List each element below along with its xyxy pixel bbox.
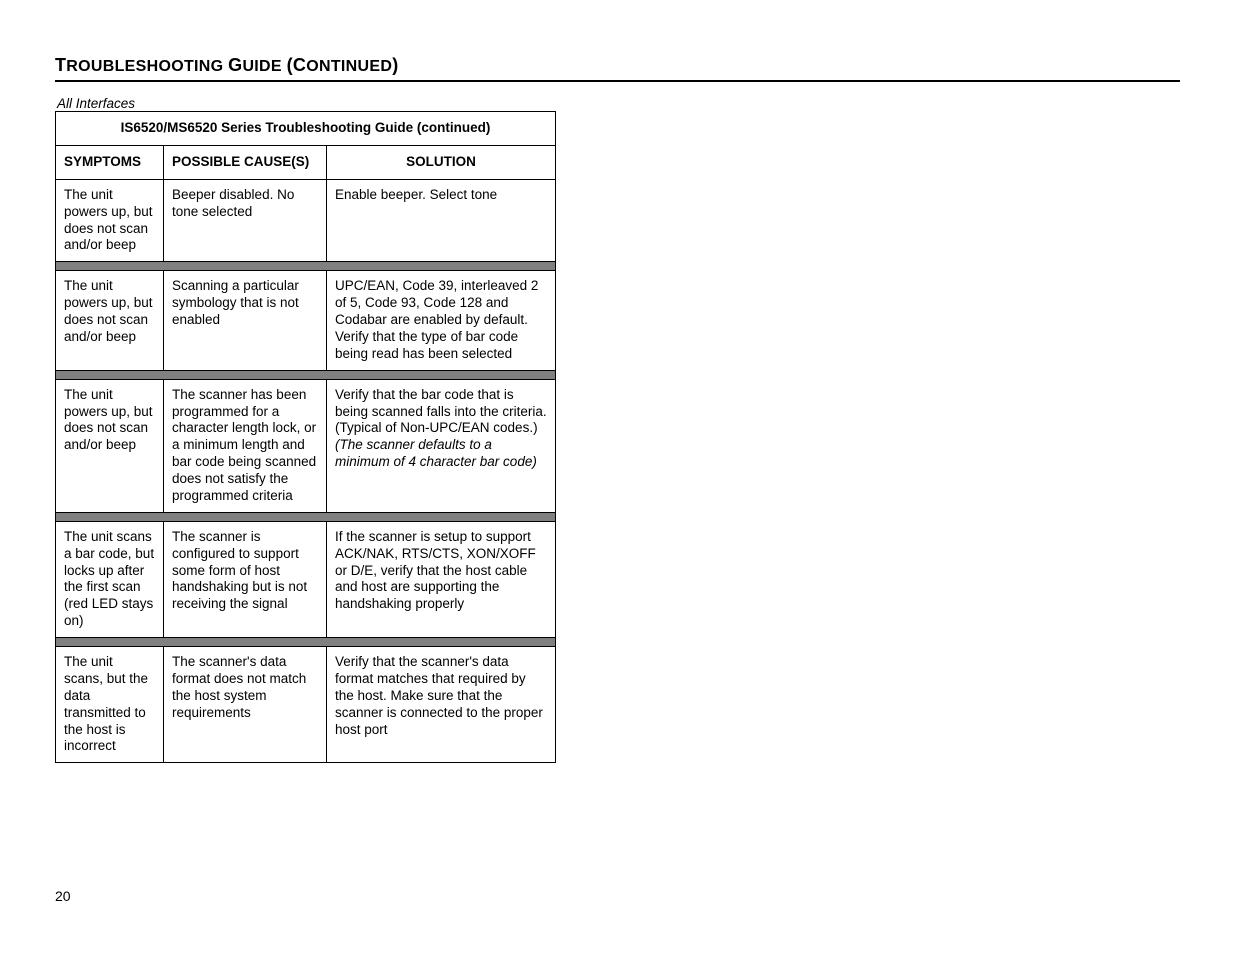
- table-row: The unit scans a bar code, but locks up …: [56, 521, 556, 637]
- cell-cause: The scanner's data format does not match…: [164, 647, 327, 763]
- cell-cause: Scanning a particular symbology that is …: [164, 271, 327, 370]
- table-row: The unit powers up, but does not scan an…: [56, 179, 556, 262]
- section-heading: TROUBLESHOOTING GUIDE (CONTINUED): [55, 55, 1180, 82]
- cell-solution: If the scanner is setup to support ACK/N…: [327, 521, 556, 637]
- cell-symptom: The unit powers up, but does not scan an…: [56, 271, 164, 370]
- cell-solution: Enable beeper. Select tone: [327, 179, 556, 262]
- cell-symptom: The unit powers up, but does not scan an…: [56, 179, 164, 262]
- cell-solution: Verify that the bar code that is being s…: [327, 379, 556, 512]
- table-title-row: IS6520/MS6520 Series Troubleshooting Gui…: [56, 112, 556, 146]
- table-header-row: SYMPTOMS POSSIBLE CAUSE(S) SOLUTION: [56, 145, 556, 179]
- table-row: The unit scans, but the data transmitted…: [56, 647, 556, 763]
- col-header-symptoms: SYMPTOMS: [56, 145, 164, 179]
- solution-text: Verify that the bar code that is being s…: [335, 387, 547, 436]
- cell-cause: The scanner has been programmed for a ch…: [164, 379, 327, 512]
- cell-solution: Verify that the scanner's data format ma…: [327, 647, 556, 763]
- table-row: The unit powers up, but does not scan an…: [56, 379, 556, 512]
- cell-symptom: The unit scans a bar code, but locks up …: [56, 521, 164, 637]
- cell-symptom: The unit scans, but the data transmitted…: [56, 647, 164, 763]
- cell-cause: Beeper disabled. No tone selected: [164, 179, 327, 262]
- cell-solution: UPC/EAN, Code 39, interleaved 2 of 5, Co…: [327, 271, 556, 370]
- col-header-solution: SOLUTION: [327, 145, 556, 179]
- page-number: 20: [55, 888, 71, 904]
- col-header-cause: POSSIBLE CAUSE(S): [164, 145, 327, 179]
- cell-symptom: The unit powers up, but does not scan an…: [56, 379, 164, 512]
- spacer-row: [56, 512, 556, 521]
- spacer-row: [56, 262, 556, 271]
- troubleshooting-table: IS6520/MS6520 Series Troubleshooting Gui…: [55, 111, 556, 763]
- page-content: TROUBLESHOOTING GUIDE (CONTINUED) All In…: [0, 0, 1235, 763]
- solution-italic: (The scanner defaults to a minimum of 4 …: [335, 437, 537, 469]
- spacer-row: [56, 638, 556, 647]
- spacer-row: [56, 370, 556, 379]
- table-title: IS6520/MS6520 Series Troubleshooting Gui…: [56, 112, 556, 146]
- table-row: The unit powers up, but does not scan an…: [56, 271, 556, 370]
- subheading: All Interfaces: [55, 96, 1180, 111]
- cell-cause: The scanner is configured to support som…: [164, 521, 327, 637]
